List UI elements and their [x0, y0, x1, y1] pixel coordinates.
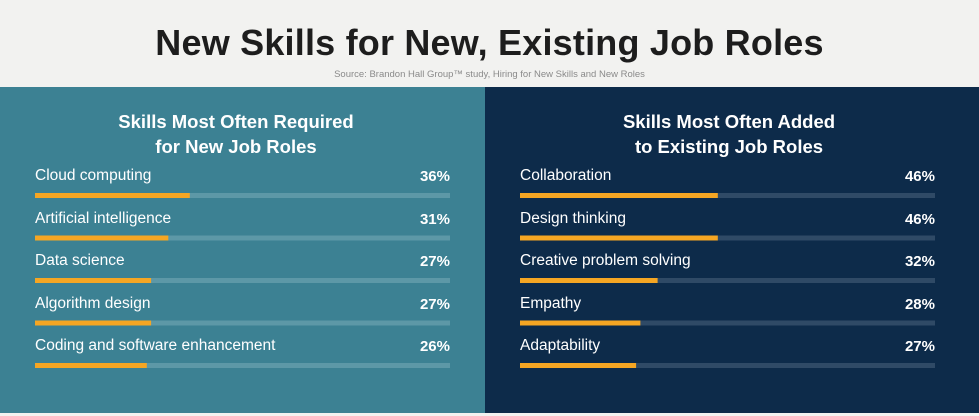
source-note: Source: Brandon Hall Group™ study, Hirin…: [334, 69, 645, 80]
page-title: New Skills for New, Existing Job Roles: [155, 22, 824, 63]
right-chart-title-line2: to Existing Job Roles: [634, 136, 824, 157]
right-bar-track: [520, 363, 935, 368]
right-bar-track: [520, 193, 935, 198]
left-chart-title-line1: Skills Most Often Required: [118, 111, 354, 132]
left-bar-track: [35, 235, 450, 241]
left-bar: [35, 235, 169, 241]
right-bar: [520, 193, 718, 198]
left-chart-panel: Skills Most Often Required for New Job R…: [0, 87, 485, 413]
right-bar-track: [520, 320, 935, 326]
right-bar-track: [520, 278, 935, 283]
right-category-label: Empathy: [520, 294, 582, 312]
left-bar: [35, 278, 152, 283]
right-bar-track: [520, 235, 935, 241]
right-value-label: 46%: [904, 210, 935, 228]
left-category-label: Data science: [35, 252, 125, 269]
right-bar: [520, 320, 641, 326]
left-category-label: Cloud computing: [35, 167, 152, 184]
right-value-label: 27%: [904, 338, 935, 355]
right-bar: [520, 278, 658, 283]
left-bar: [35, 193, 190, 198]
left-bar: [35, 363, 147, 368]
left-bar-track: [35, 193, 450, 198]
left-bars-svg: [35, 193, 450, 368]
right-bar: [520, 363, 637, 368]
left-value-label: 27%: [419, 253, 450, 270]
left-value-label: 31%: [419, 210, 450, 228]
right-chart-title: Skills Most Often Added to Existing Job …: [579, 109, 879, 159]
bottom-strip: [0, 413, 979, 416]
left-value-label: 27%: [419, 295, 450, 313]
right-category-label: Collaboration: [520, 167, 612, 184]
left-category-label: Coding and software enhancement: [35, 337, 276, 354]
right-bars-svg: [520, 193, 935, 368]
left-bar-track: [35, 363, 450, 368]
right-category-label: Creative problem solving: [520, 252, 691, 269]
left-bar: [35, 320, 152, 326]
left-chart-title: Skills Most Often Required for New Job R…: [86, 109, 386, 159]
left-bar-track: [35, 278, 450, 283]
left-value-label: 26%: [419, 338, 450, 355]
right-chart-title-line1: Skills Most Often Added: [622, 111, 836, 132]
left-category-label: Algorithm design: [35, 294, 151, 312]
left-value-label: 36%: [419, 168, 450, 185]
right-value-label: 46%: [904, 168, 935, 185]
right-category-label: Design thinking: [520, 209, 626, 227]
left-bar-track: [35, 320, 450, 326]
right-value-label: 32%: [904, 253, 935, 270]
left-category-label: Artificial intelligence: [35, 209, 172, 227]
right-bar: [520, 235, 718, 241]
right-chart-panel: Skills Most Often Added to Existing Job …: [485, 87, 979, 413]
left-chart-title-line2: for New Job Roles: [155, 136, 317, 157]
header: New Skills for New, Existing Job Roles S…: [0, 0, 979, 87]
right-category-label: Adaptability: [520, 337, 601, 354]
right-value-label: 28%: [904, 295, 935, 313]
